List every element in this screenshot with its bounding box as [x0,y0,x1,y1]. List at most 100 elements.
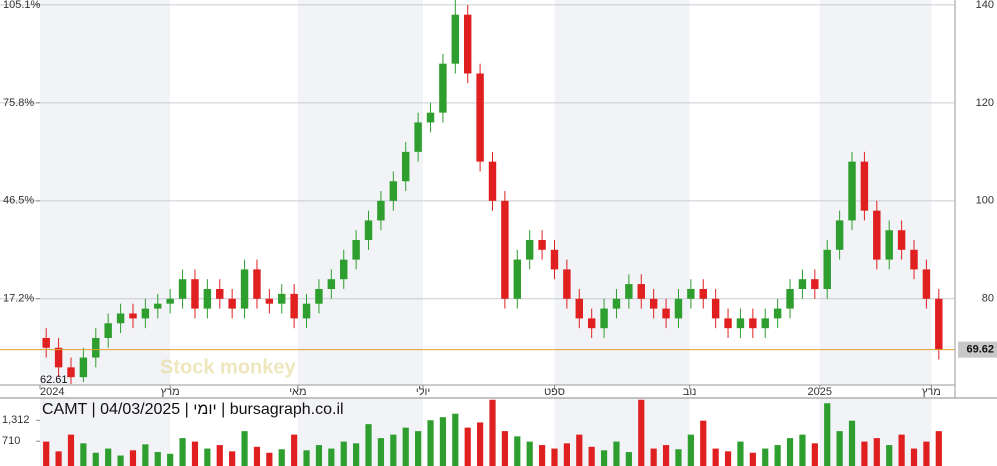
candle-body [240,269,249,309]
candle-body [637,284,645,299]
volume-bar [935,431,942,466]
candle-body [278,293,286,304]
volume-bar [315,445,323,466]
volume-bar [551,448,558,466]
y-pct-label: 75.8% [3,97,34,109]
volume-bar [204,448,211,466]
volume-bar [328,448,335,466]
candle-body [798,279,807,289]
candle-body [327,279,336,289]
candle-body [265,298,274,304]
candle-body [488,161,497,201]
month-band [297,0,424,385]
volume-bar [662,445,670,466]
volume-bar [687,434,694,466]
candle-body [439,63,447,113]
candle-body [253,269,261,299]
volume-bar [638,399,645,466]
candle-body [364,220,373,241]
candle-body [352,240,360,260]
candle-body [451,14,460,64]
volume-bar [105,448,112,466]
volume-bar [377,438,385,466]
candle-body [228,298,236,309]
volume-bar [811,443,818,466]
candle-body [302,303,311,319]
month-band [554,398,690,466]
volume-bar [538,445,546,466]
candle-body [724,318,732,329]
volume-bar [526,441,533,466]
volume-bar [179,438,186,466]
month-band [40,0,171,385]
x-tick-label: מרץ [922,386,941,398]
candle-body [315,288,323,304]
candle-body [711,298,720,319]
candle-body [154,303,162,309]
candle-body [463,14,472,74]
x-tick-label: יולי [416,385,430,398]
candle-body [612,298,621,309]
candle-body [823,249,831,289]
volume-bar [576,434,583,466]
volume-bar [464,427,471,466]
y-pct-label: 46.5% [3,195,34,207]
month-band [554,0,690,385]
candle-body [116,313,125,324]
candle-body [786,288,794,309]
y-pct-label: 17.2% [3,293,34,305]
volume-bar [762,448,769,466]
volume-bar [824,403,831,466]
candle-body [166,298,174,304]
volume-bar [55,451,62,466]
volume-bar [724,451,732,466]
volume-bar [737,441,744,466]
volume-tick-label: 710 [2,435,20,447]
candle-body [191,279,199,309]
candle-body [699,288,707,299]
volume-bar [886,445,893,466]
candle-body [216,288,224,299]
candle-body [414,122,422,152]
candle-body [885,230,893,260]
volume-bar [291,434,298,466]
candle-body [575,298,583,319]
volume-bar [700,420,707,466]
candle-body [761,318,769,329]
chart-title: CAMT | 04/03/2025 | יומי | bursagraph.co… [42,401,344,418]
volume-bar [390,434,397,466]
volume-bar [861,441,868,466]
volume-bar [749,452,756,466]
volume-bar [167,453,174,466]
candle-body [811,279,819,289]
candle-body [340,259,348,280]
last-price-label: 69.62 [966,344,994,356]
candle-body [141,308,150,319]
x-tick-label: ספט [544,386,565,398]
candle-body [649,298,658,309]
volume-bar [712,448,719,466]
y-tick-label: 120 [976,97,994,109]
y-tick-label: 100 [976,195,994,207]
volume-bar [848,420,856,466]
candle-body [897,230,906,250]
last-price-box [958,341,997,358]
month-band [931,398,955,466]
volume-bar [625,452,632,466]
x-tick-label: 2025 [808,386,832,398]
volume-bar [415,431,422,466]
candle-body [426,112,435,123]
watermark: Stock monkey [160,356,296,378]
volume-bar [613,441,620,466]
left-band [0,0,40,466]
y-tick-label: 80 [982,293,994,305]
candle-body [835,220,844,250]
candle-body [538,240,546,250]
candle-body [525,240,534,260]
volume-bar [402,427,409,466]
candle-body [625,284,633,299]
candle-body [749,318,757,329]
